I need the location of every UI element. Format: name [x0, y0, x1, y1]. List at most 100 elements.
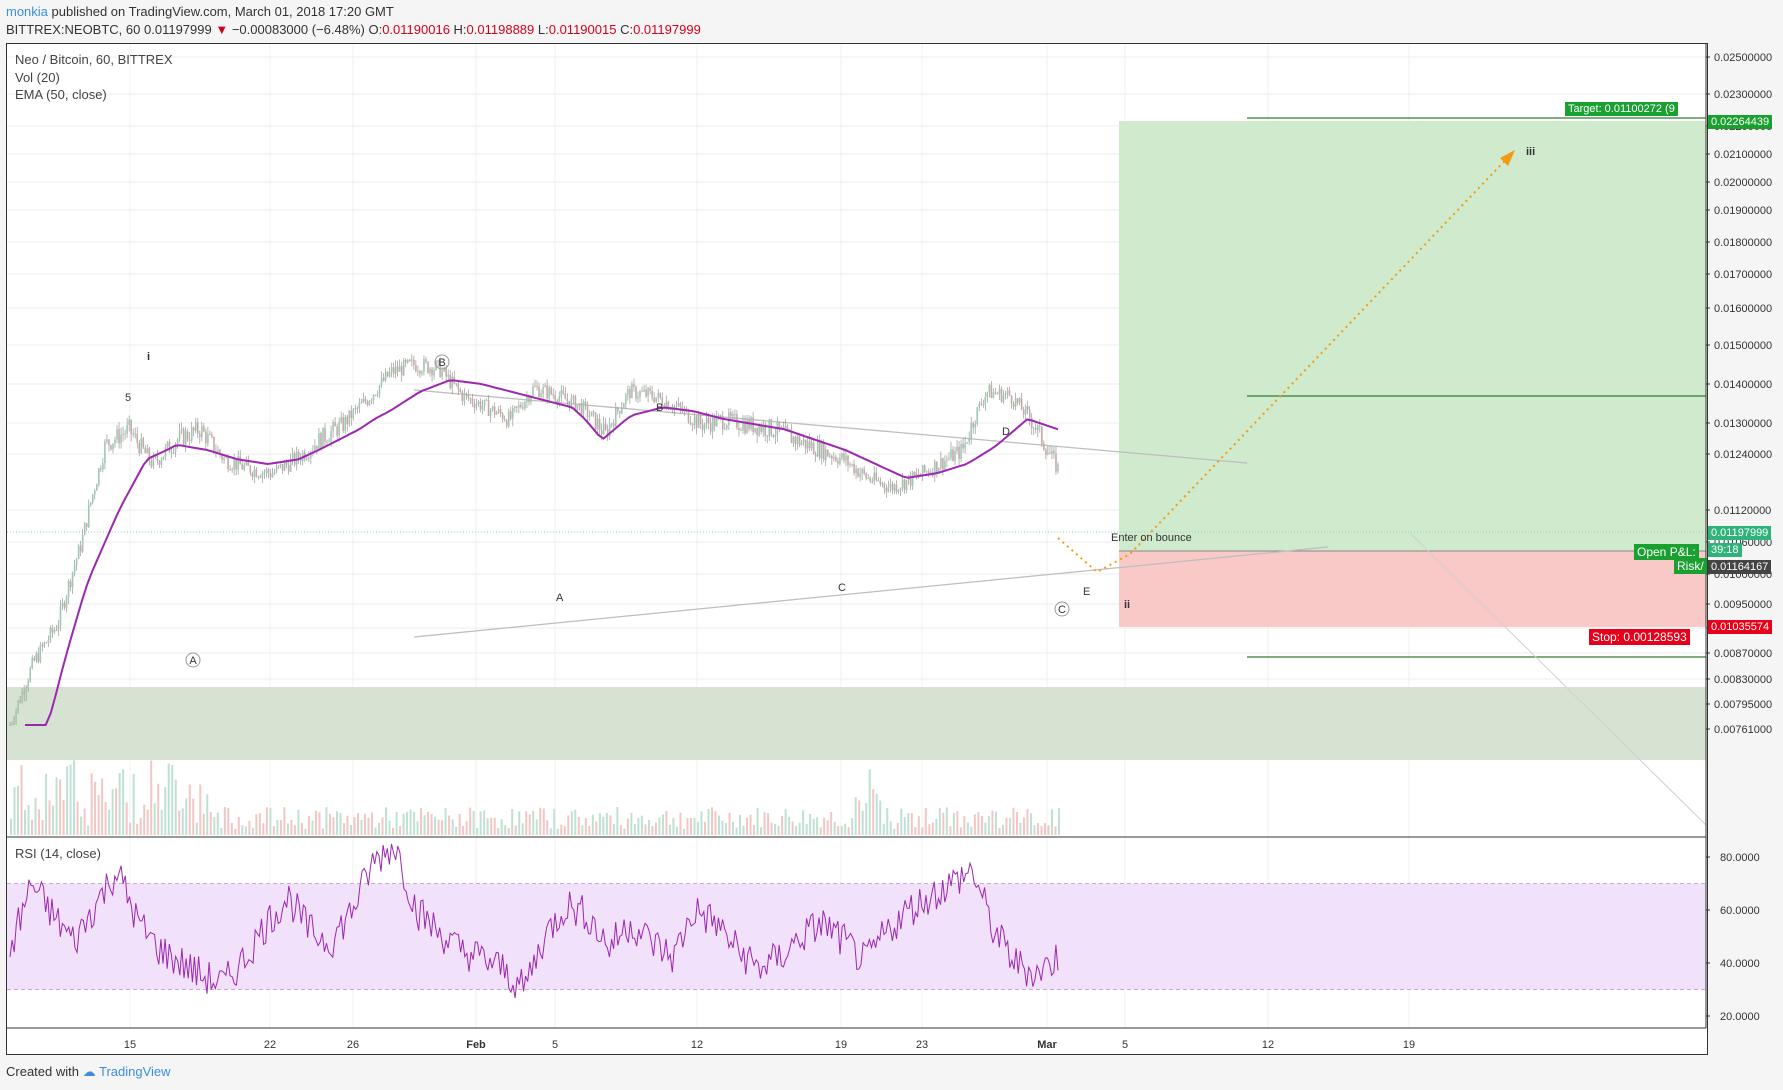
price-axis-label: 0.02300000 — [1714, 89, 1772, 101]
stop-tag[interactable]: Stop: 0.00128593 — [1589, 629, 1690, 645]
volume-bar — [385, 807, 388, 835]
price-axis-label: 0.02100000 — [1714, 149, 1772, 161]
candle-body — [986, 392, 989, 397]
volume-bar — [293, 825, 296, 835]
candle-body — [154, 455, 157, 457]
candle-body — [368, 401, 371, 405]
candle-body — [255, 469, 258, 478]
candle-body — [996, 393, 999, 395]
candle-body — [774, 435, 777, 437]
time-axis-label: Mar — [1037, 1039, 1057, 1051]
volume-bar — [185, 798, 188, 835]
volume-bar — [399, 826, 402, 835]
volume-bar — [444, 808, 447, 835]
candle-body — [598, 418, 601, 430]
candle-body — [507, 411, 510, 427]
volume-bar — [115, 788, 118, 835]
candles-group — [9, 354, 1059, 726]
triangle-B-label: B — [656, 402, 663, 414]
candle-body — [316, 445, 318, 450]
candle-body — [227, 457, 229, 470]
candle-body — [1051, 450, 1053, 454]
candle-body — [491, 406, 494, 410]
candle-body — [988, 385, 991, 393]
open-pnl-tag[interactable]: Open P&L: — [1634, 544, 1699, 560]
candle-body — [584, 401, 587, 405]
candle-body — [578, 403, 581, 406]
candle-body — [707, 417, 710, 423]
candle-body — [623, 403, 625, 408]
candle-body — [602, 423, 605, 435]
volume-bar — [406, 811, 409, 835]
volume-bar — [1036, 823, 1039, 835]
volume-bar — [784, 809, 787, 835]
volume-bar — [73, 760, 76, 835]
wave-C-circled: C — [1058, 604, 1066, 616]
candle-body — [277, 465, 280, 467]
candle-body — [314, 445, 316, 451]
wave-A-circled: A — [189, 655, 197, 667]
candle-body — [950, 449, 952, 458]
volume-bar — [798, 822, 801, 835]
candle-body — [980, 403, 983, 405]
volume-bar — [886, 808, 889, 835]
candle-body — [128, 419, 130, 425]
candle-body — [328, 441, 330, 443]
wave-C-circled-circle — [1054, 601, 1070, 617]
candle-body — [366, 401, 369, 405]
volume-bar — [437, 819, 440, 835]
candle-body — [229, 469, 231, 471]
volume-bar — [816, 817, 819, 835]
volume-bar — [721, 820, 724, 835]
candle-body — [247, 460, 250, 466]
volume-bar — [682, 828, 685, 835]
candle-body — [437, 360, 439, 362]
candle-body — [140, 438, 143, 454]
footer: Created with ☁︎ TradingView — [6, 1064, 171, 1080]
target-zone — [1119, 121, 1706, 551]
candle-body — [451, 376, 454, 389]
volume-bar — [262, 823, 265, 835]
target-price-tag: 0.02264439 — [1708, 115, 1773, 129]
candle-body — [94, 490, 96, 495]
candle-body — [562, 390, 565, 394]
volume-bar — [893, 828, 896, 835]
author-link[interactable]: monkia — [6, 4, 48, 19]
candle-body — [962, 443, 964, 449]
candle-body — [178, 430, 181, 440]
volume-bar — [931, 822, 934, 835]
candle-body — [182, 428, 185, 445]
volume-bar — [833, 821, 836, 835]
volume-bar — [174, 779, 177, 835]
symbol-line: BITTREX:NEOBTC, 60 0.01197999 ▼ −0.00083… — [6, 22, 701, 37]
candle-body — [356, 408, 359, 410]
candle-body — [257, 476, 260, 478]
target-tag[interactable]: Target: 0.01100272 (9 — [1565, 102, 1678, 116]
candle-body — [1026, 406, 1029, 410]
volume-bar — [644, 824, 647, 835]
high-label: H: — [453, 22, 467, 37]
risk-tag[interactable]: Risk/ — [1674, 558, 1707, 574]
candle-body — [340, 416, 342, 422]
candle-body — [550, 387, 552, 395]
time-axis-label: 26 — [347, 1039, 359, 1051]
volume-bar — [311, 820, 314, 835]
candle-body — [818, 442, 821, 459]
price-axis-label: 0.01600000 — [1714, 303, 1772, 315]
tradingview-link[interactable]: TradingView — [99, 1064, 171, 1079]
candle-body — [742, 420, 744, 431]
candle-body — [861, 469, 863, 474]
trend-ray-line — [1409, 532, 1707, 826]
candle-body — [546, 385, 548, 399]
volume-bar — [132, 773, 135, 835]
candle-body — [112, 443, 114, 450]
volume-bar — [62, 799, 65, 835]
volume-bar — [903, 816, 906, 835]
time-axis-label: 5 — [1122, 1039, 1128, 1051]
time-axis-label: 23 — [916, 1039, 928, 1051]
volume-bar — [129, 822, 132, 835]
candle-body — [19, 700, 21, 703]
candle-body — [336, 426, 338, 436]
candle-body — [891, 483, 894, 491]
